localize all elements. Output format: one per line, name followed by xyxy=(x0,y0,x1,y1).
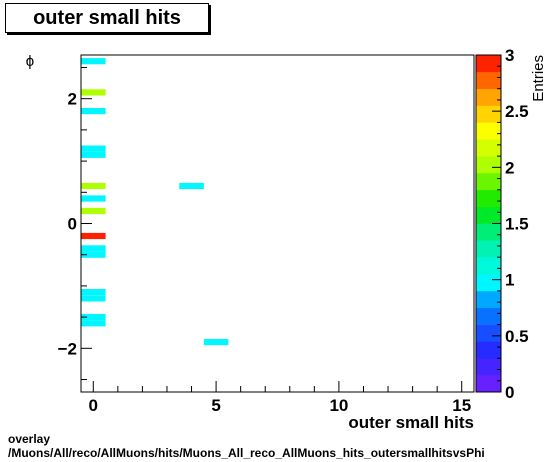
palette-segment xyxy=(476,324,501,342)
heatmap-cell xyxy=(81,251,106,258)
z-axis-ticks: 0 0.5 1 1.5 2 2.5 3 xyxy=(492,46,529,402)
x-tick-label: 15 xyxy=(452,396,471,415)
palette-segment xyxy=(476,206,501,224)
footer-path-label: /Muons/All/reco/AllMuons/hits/Muons_All_… xyxy=(8,446,485,460)
palette-segment xyxy=(476,71,501,89)
heatmap-cell xyxy=(81,195,106,202)
x-axis-ticks: 0 5 10 15 xyxy=(89,381,471,415)
y-axis-ticks: −2 0 2 xyxy=(58,66,92,381)
palette-segment xyxy=(476,375,501,393)
y-tick-label: 2 xyxy=(68,90,77,109)
palette-segment xyxy=(476,105,501,123)
heatmap-cell xyxy=(81,182,106,190)
z-tick-label: 0 xyxy=(505,383,514,402)
z-tick-label: 2 xyxy=(505,158,514,177)
y-tick-label: −2 xyxy=(58,339,77,358)
x-tick-label: 10 xyxy=(329,396,348,415)
heatmap-cell xyxy=(179,182,204,190)
palette-segment xyxy=(476,240,501,258)
palette-segment xyxy=(476,290,501,309)
heatmap-cell xyxy=(81,145,106,152)
z-tick-label: 1.5 xyxy=(505,215,529,234)
z-axis-label: Entries xyxy=(530,55,546,102)
chart: 0 5 10 15 −2 0 2 outer small hits ϕ 0 0.5 1 1.5 2… xyxy=(26,46,546,430)
heatmap-cell xyxy=(81,207,106,215)
y-axis-label: ϕ xyxy=(26,53,34,70)
palette-segment xyxy=(476,55,501,73)
y-tick-label: 0 xyxy=(68,215,77,234)
heatmap-cell xyxy=(81,58,106,65)
z-tick-label: 2.5 xyxy=(505,102,529,121)
heatmap-cell xyxy=(81,232,106,240)
x-tick-label: 5 xyxy=(211,396,220,415)
palette-segment xyxy=(476,172,501,191)
palette-segment xyxy=(476,307,501,325)
heatmap-cell xyxy=(203,339,229,346)
palette-segment xyxy=(476,122,501,140)
z-tick-label: 1 xyxy=(505,271,514,290)
heatmap-cell xyxy=(81,320,106,327)
palette-segment xyxy=(476,139,501,157)
title-box: outer small hits xyxy=(5,3,209,33)
heatmap-cell xyxy=(81,289,106,296)
x-tick-label: 0 xyxy=(89,396,98,415)
palette-segment xyxy=(476,156,501,174)
plot-frame xyxy=(80,54,475,393)
heatmap-cell xyxy=(81,245,106,252)
z-tick-label: 3 xyxy=(505,46,514,65)
z-tick-label: 0.5 xyxy=(505,327,529,346)
heatmap-cell xyxy=(81,108,106,115)
chart-title: outer small hits xyxy=(33,7,181,29)
palette-segment xyxy=(476,189,501,207)
heatmap-cell xyxy=(81,314,106,321)
x-axis-label: outer small hits xyxy=(348,413,474,430)
heatmap-cell xyxy=(81,89,106,96)
palette-segment xyxy=(476,341,501,359)
palette-segment xyxy=(476,257,501,275)
palette-segment xyxy=(476,223,501,241)
heatmap-cell xyxy=(81,151,106,158)
heatmap-cell xyxy=(81,295,106,302)
footer-overlay-label: overlay xyxy=(8,432,51,446)
palette-segment xyxy=(476,88,501,106)
color-palette xyxy=(476,55,501,393)
heatmap-cells xyxy=(81,58,229,346)
palette-segment xyxy=(476,358,501,376)
palette-segment xyxy=(476,274,501,292)
